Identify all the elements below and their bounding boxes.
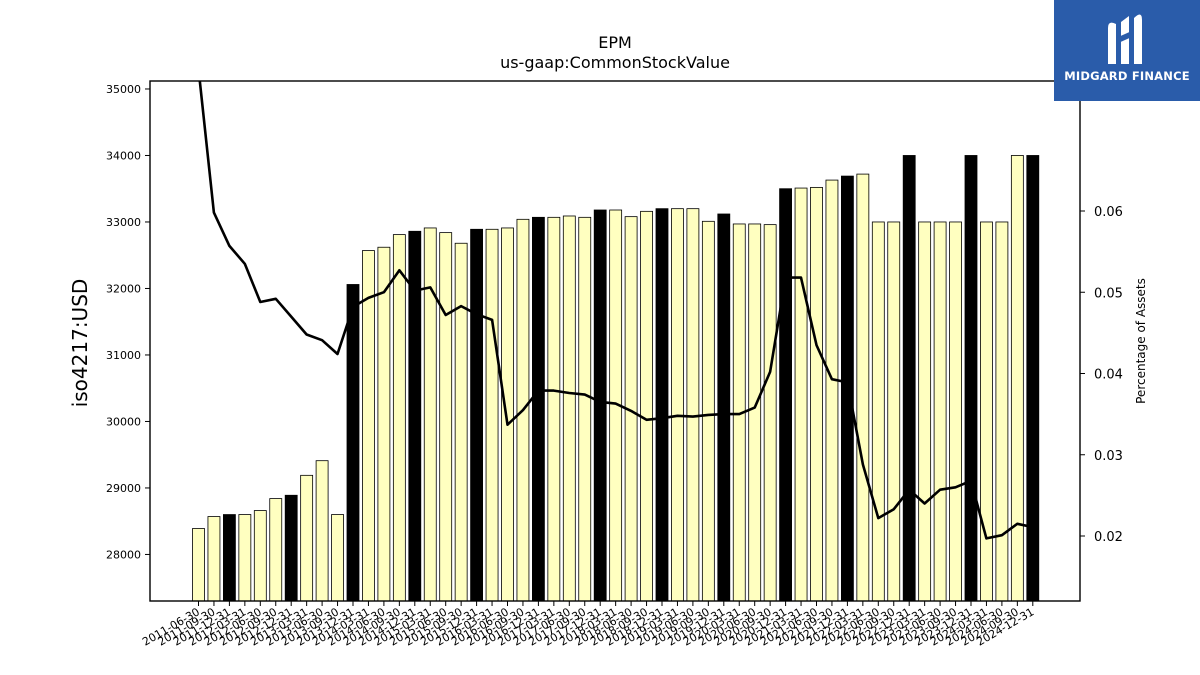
bar: [964, 155, 978, 602]
bar: [315, 460, 329, 602]
bar: [1026, 155, 1040, 602]
bar: [362, 250, 375, 602]
bar: [794, 187, 808, 602]
bar: [980, 221, 993, 602]
y2-tick-label: 0.05: [1094, 286, 1123, 301]
bar: [1010, 155, 1024, 602]
bar: [501, 227, 514, 602]
bar: [763, 224, 777, 602]
bar: [918, 221, 932, 602]
y2-tick-label: 0.03: [1094, 449, 1123, 464]
bar: [655, 208, 669, 602]
bar: [686, 208, 700, 602]
bar: [748, 223, 762, 602]
bar: [779, 188, 792, 602]
bar: [192, 528, 205, 602]
bar: [423, 227, 437, 602]
y-tick-label: 30000: [106, 415, 141, 428]
bar: [300, 474, 314, 602]
y2-tick-label: 0.06: [1094, 205, 1123, 220]
bar: [222, 514, 236, 602]
y-tick-label: 28000: [106, 548, 141, 561]
bar: [933, 221, 947, 602]
bar: [825, 179, 839, 602]
y-tick-label: 33000: [106, 216, 141, 229]
bar: [717, 213, 731, 602]
bar: [995, 221, 1009, 602]
bar: [547, 216, 561, 602]
bar: [454, 242, 468, 602]
series-line: [198, 81, 1034, 540]
y2-tick-label: 0.04: [1094, 368, 1123, 383]
bar: [392, 234, 406, 602]
logo-mark-icon: [1108, 14, 1142, 65]
line-layer: [198, 81, 1034, 540]
axes: 28000 29000 30000 31000 32000 33000 34000 35000…: [106, 80, 1123, 649]
y-tick-label: 32000: [106, 282, 141, 295]
bar: [207, 516, 221, 602]
bar: [593, 209, 607, 602]
bar: [253, 510, 267, 602]
y-tick-label: 31000: [106, 349, 141, 362]
bar: [902, 155, 916, 602]
bar: [269, 498, 283, 602]
bar: [949, 221, 962, 602]
bar: [485, 228, 499, 602]
bar: [701, 220, 715, 602]
y-tick-label: 35000: [106, 83, 141, 96]
y-tick-label: 34000: [106, 149, 141, 162]
bar: [532, 216, 545, 602]
bar: [238, 514, 252, 602]
bar: [439, 232, 453, 602]
bar: [331, 514, 344, 602]
bar: [470, 228, 484, 602]
y2-tick-label: 0.02: [1094, 530, 1123, 545]
bar: [346, 284, 360, 602]
brand-logo: MIDGARD FINANCE: [1054, 0, 1200, 101]
y-tick-label: 29000: [106, 482, 141, 495]
bar: [810, 186, 823, 602]
bar: [578, 216, 592, 602]
chart-subtitle: us-gaap:CommonStockValue: [500, 53, 730, 72]
plot-frame: [149, 80, 1081, 602]
bar: [377, 246, 391, 602]
bar: [871, 221, 885, 602]
y-axis-label: iso4217:USD: [68, 279, 92, 408]
chart-title: EPM: [598, 33, 632, 52]
bar: [562, 215, 576, 602]
bar: [640, 210, 653, 602]
bars: [192, 155, 1040, 602]
bar: [887, 221, 901, 602]
bar: [856, 173, 870, 602]
logo-text: MIDGARD FINANCE: [1064, 69, 1190, 83]
bar: [284, 494, 298, 602]
y2-axis-label: Percentage of Assets: [1134, 278, 1148, 404]
bar: [671, 208, 684, 602]
